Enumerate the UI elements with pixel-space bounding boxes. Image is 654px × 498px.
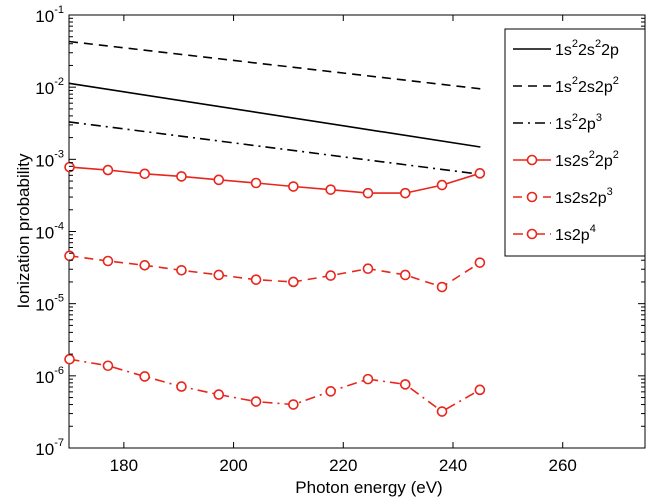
data-point xyxy=(139,260,151,271)
data-point xyxy=(288,181,299,192)
y-tick-label: 10-7 xyxy=(35,437,64,459)
legend-item: 1s2s22p2 xyxy=(513,149,619,170)
data-point xyxy=(474,257,486,268)
series-2 xyxy=(68,40,481,90)
y-tick-label: 10-2 xyxy=(35,76,64,98)
legend-label: 1s2p4 xyxy=(555,223,596,244)
data-point xyxy=(250,274,262,285)
data-point xyxy=(325,184,336,195)
legend: 1s22s22p 1s22s2p2 1s22p3 1s2s22p2 1s2s2p3 1s2… xyxy=(504,28,646,257)
data-point xyxy=(399,187,411,199)
data-point xyxy=(213,174,225,186)
data-point xyxy=(436,406,448,417)
data-point xyxy=(399,379,411,390)
legend-item: 1s22s2p2 xyxy=(513,75,619,96)
y-tick-label: 10-5 xyxy=(35,293,64,315)
series-line xyxy=(69,166,481,194)
series-3 xyxy=(68,121,481,176)
x-tick-label: 180 xyxy=(110,456,138,475)
series-line xyxy=(68,40,481,90)
data-point xyxy=(474,168,486,179)
data-point xyxy=(213,269,225,281)
legend-item: 1s2s2p3 xyxy=(513,186,613,207)
data-point xyxy=(176,381,187,392)
data-point xyxy=(325,270,336,281)
y-axis-label: Ionization probability xyxy=(14,153,33,308)
data-point xyxy=(64,250,75,262)
data-point xyxy=(213,389,225,400)
series-line xyxy=(68,82,481,148)
legend-item: 1s2p4 xyxy=(513,223,596,244)
series-layer xyxy=(64,40,486,417)
legend-marker xyxy=(526,191,538,203)
data-point xyxy=(436,281,448,293)
y-tick-label: 10-6 xyxy=(35,365,64,387)
data-point xyxy=(250,396,262,407)
data-point xyxy=(102,255,114,267)
series-4 xyxy=(64,161,486,199)
data-point xyxy=(325,386,336,397)
x-axis-label: Photon energy (eV) xyxy=(295,478,442,497)
data-point xyxy=(102,360,114,372)
legend-label: 1s22s22p xyxy=(555,38,619,59)
data-point xyxy=(436,179,448,191)
data-point xyxy=(288,399,299,410)
data-point xyxy=(176,171,187,182)
legend-label: 1s2s22p2 xyxy=(555,149,619,170)
data-point xyxy=(102,164,114,176)
legend-item: 1s22p3 xyxy=(513,112,602,133)
data-point xyxy=(474,384,486,396)
x-tick-label: 240 xyxy=(439,456,467,475)
legend-marker xyxy=(526,228,538,240)
series-line xyxy=(69,358,481,413)
data-point xyxy=(250,177,262,189)
legend-box xyxy=(504,28,646,257)
legend-label: 1s22s2p2 xyxy=(555,75,619,96)
legend-marker xyxy=(526,154,538,166)
data-point xyxy=(64,353,75,365)
x-tick-label: 260 xyxy=(549,456,577,475)
data-point xyxy=(139,168,151,180)
series-line xyxy=(68,121,481,176)
y-tick-label: 10-3 xyxy=(35,148,64,170)
x-tick-label: 200 xyxy=(219,456,247,475)
data-point xyxy=(362,187,374,199)
legend-item: 1s22s22p xyxy=(513,38,619,59)
y-tick-label: 10-1 xyxy=(35,4,64,26)
series-line xyxy=(69,255,481,288)
data-point xyxy=(362,263,374,275)
series-1 xyxy=(68,82,481,148)
data-point xyxy=(288,276,299,288)
legend-label: 1s2s2p3 xyxy=(555,186,613,207)
y-tick-label: 10-4 xyxy=(35,221,64,243)
data-point xyxy=(139,371,151,382)
series-6 xyxy=(64,353,486,417)
axes-layer: 180 200 220 240 260 10-7 10-6 10-5 10-4 10-3 10-2 1… xyxy=(35,4,645,475)
legend-label: 1s22p3 xyxy=(555,112,602,133)
data-point xyxy=(362,373,374,385)
data-point xyxy=(176,264,187,276)
data-point xyxy=(399,269,411,281)
x-tick-label: 220 xyxy=(329,456,357,475)
